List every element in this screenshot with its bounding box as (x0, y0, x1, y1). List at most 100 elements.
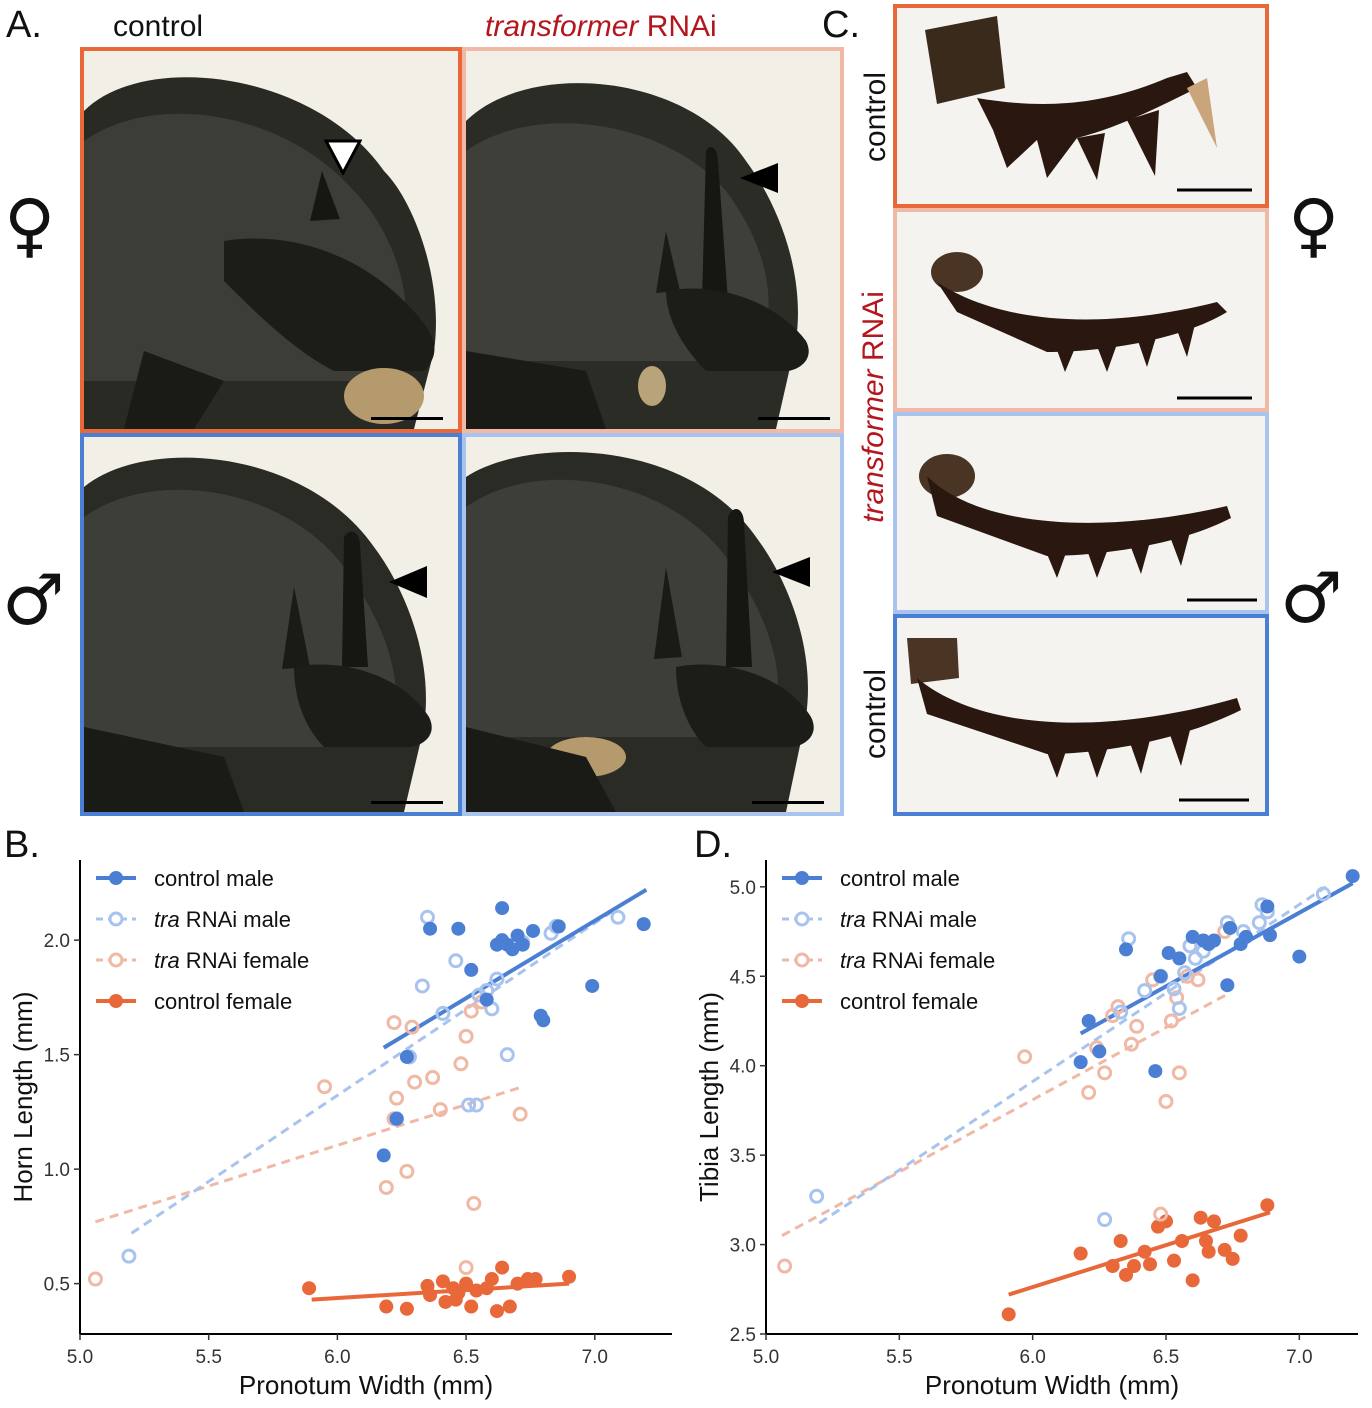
data-point (404, 1019, 420, 1035)
legend-label: control female (154, 989, 292, 1014)
y-tick-label: 4.0 (730, 1057, 756, 1078)
data-point (1081, 1013, 1096, 1028)
data-point (399, 1163, 415, 1179)
data-point (453, 1056, 469, 1072)
fit-line (94, 1085, 524, 1224)
data-point (1260, 899, 1275, 914)
legend-marker (794, 911, 810, 927)
scale-bar (371, 801, 443, 804)
data-point (423, 1288, 438, 1303)
data-point (562, 1269, 577, 1284)
data-point (499, 1047, 515, 1063)
data-point (1345, 869, 1360, 884)
data-point (1161, 946, 1176, 961)
x-tick-label: 7.0 (1286, 1347, 1312, 1368)
tibia-control-male-label: control (859, 668, 892, 760)
data-point (1158, 1093, 1174, 1109)
data-point (458, 1260, 474, 1276)
x-tick-label: 5.5 (886, 1347, 912, 1368)
male-symbol-c: ♂ (1280, 557, 1343, 639)
data-point (1207, 933, 1221, 948)
data-point (1171, 1065, 1187, 1081)
data-point (448, 1292, 463, 1307)
data-point (1113, 1004, 1129, 1020)
data-point (468, 1097, 484, 1113)
legend-label: tra RNAi female (154, 948, 309, 973)
male-symbol-a: ♂ (2, 559, 65, 641)
tibia-photo-control-female (893, 4, 1269, 208)
x-tick-label: 6.0 (1019, 1347, 1045, 1368)
panel-a-rnai-header: transformer RNAi (485, 10, 717, 44)
panel-c-letter: C. (822, 4, 860, 46)
data-point (777, 1258, 793, 1274)
y-tick-label: 5.0 (730, 878, 756, 899)
y-tick-label: 1.0 (44, 1160, 70, 1181)
tibia-rnai-label-italic: transformer (857, 369, 890, 523)
data-point (1175, 1233, 1189, 1248)
y-axis-label: Tibia Length (mm) (694, 992, 724, 1202)
data-point (1251, 915, 1267, 931)
legend-label: tra RNAi female (840, 948, 995, 973)
data-point (1315, 886, 1331, 902)
rnai-header-suffix: RNAi (638, 10, 717, 43)
tibia-photo-rnai-male (893, 412, 1269, 614)
data-point (451, 921, 466, 936)
x-axis-label: Pronotum Width (mm) (239, 1370, 493, 1400)
data-point (1163, 1013, 1179, 1029)
data-point (461, 1097, 477, 1113)
data-point (536, 1013, 551, 1028)
data-point (1073, 1055, 1088, 1070)
rnai-header-italic: transformer (485, 10, 639, 43)
data-point (1119, 1267, 1133, 1282)
data-point (1113, 1233, 1128, 1248)
scale-bar (371, 417, 443, 420)
data-point (399, 1049, 414, 1064)
legend-marker (795, 994, 809, 1008)
data-point (425, 1070, 441, 1086)
x-tick-label: 5.0 (753, 1347, 779, 1368)
data-point (1185, 929, 1200, 944)
data-point (505, 942, 520, 957)
female-symbol-c: ♀ (1288, 184, 1340, 266)
data-point (466, 1195, 482, 1211)
data-point (1172, 951, 1187, 966)
data-point (489, 971, 505, 987)
data-point (458, 1028, 474, 1044)
data-point (432, 1102, 448, 1118)
data-point (419, 909, 435, 925)
data-point (495, 1260, 510, 1275)
fit-line (382, 888, 648, 1050)
panel-a-control-header: control (113, 10, 204, 43)
data-point (435, 1274, 450, 1289)
data-point (423, 921, 438, 936)
data-point (1217, 1242, 1232, 1257)
photo-control-female (80, 47, 462, 433)
data-point (512, 1106, 528, 1122)
y-tick-label: 4.5 (730, 967, 756, 988)
data-point (317, 1079, 333, 1095)
data-point (386, 1015, 402, 1031)
data-point (585, 978, 600, 993)
tibia-rnai-label: transformer RNAi (857, 277, 891, 537)
data-point (1097, 1212, 1113, 1228)
data-point (1148, 1064, 1163, 1079)
photo-rnai-male (462, 433, 844, 816)
data-point (464, 1299, 479, 1314)
fit-line (311, 1281, 570, 1302)
y-tick-label: 3.0 (730, 1236, 756, 1257)
photo-control-male (80, 433, 462, 816)
data-point (1119, 942, 1133, 957)
data-point (1153, 969, 1168, 984)
scale-bar (758, 417, 830, 420)
data-point (1166, 981, 1182, 997)
data-point (1220, 978, 1235, 993)
data-point (389, 1111, 404, 1126)
data-point (1105, 1259, 1120, 1274)
legend-label: control male (154, 866, 274, 891)
data-point (1225, 1251, 1240, 1266)
y-tick-label: 3.5 (730, 1146, 756, 1167)
data-point (484, 1272, 499, 1287)
data-point (1239, 929, 1253, 944)
data-point (1159, 1214, 1173, 1229)
data-point (809, 1188, 825, 1204)
